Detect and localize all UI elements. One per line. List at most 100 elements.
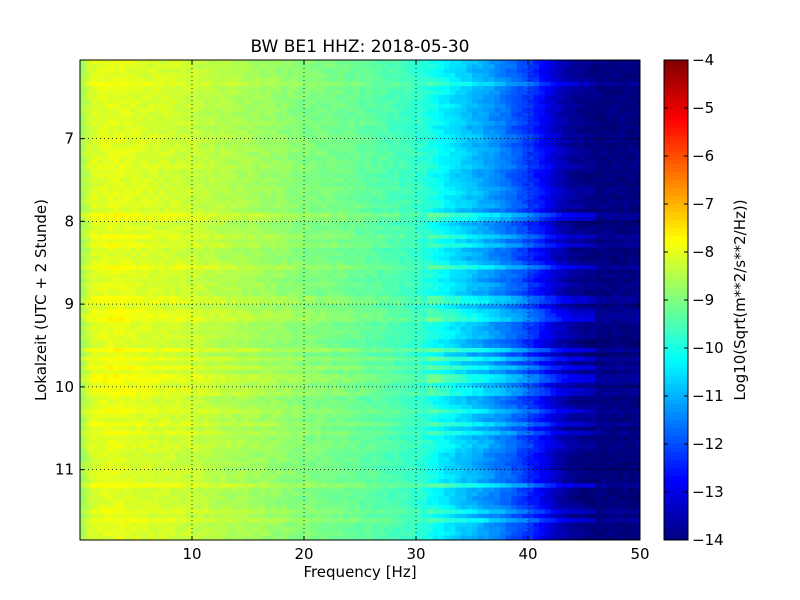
- heatmap-cell: [292, 247, 299, 253]
- heatmap-cell: [556, 273, 563, 279]
- heatmap-cell: [472, 147, 479, 153]
- heatmap-cell: [304, 151, 311, 157]
- heatmap-cell: [315, 190, 322, 196]
- heatmap-cell: [539, 265, 546, 271]
- heatmap-cell: [589, 134, 596, 140]
- heatmap-cell: [494, 217, 501, 223]
- heatmap-cell: [348, 208, 355, 214]
- heatmap-cell: [130, 247, 137, 253]
- heatmap-cell: [264, 208, 271, 214]
- heatmap-cell: [309, 260, 316, 266]
- heatmap-cell: [494, 247, 501, 253]
- heatmap-cell: [298, 103, 305, 109]
- heatmap-cell: [320, 234, 327, 240]
- heatmap-cell: [91, 147, 98, 153]
- heatmap-cell: [567, 256, 574, 262]
- heatmap-cell: [382, 151, 389, 157]
- heatmap-cell: [214, 195, 221, 201]
- heatmap-cell: [500, 125, 507, 131]
- heatmap-cell: [85, 142, 92, 148]
- heatmap-cell: [449, 90, 456, 96]
- heatmap-cell: [158, 151, 165, 157]
- heatmap-cell: [376, 186, 383, 192]
- heatmap-cell: [158, 243, 165, 249]
- heatmap-cell: [85, 169, 92, 175]
- heatmap-cell: [332, 60, 339, 65]
- heatmap-cell: [544, 173, 551, 179]
- heatmap-cell: [348, 125, 355, 131]
- heatmap-cell: [600, 217, 607, 223]
- heatmap-cell: [192, 177, 199, 183]
- heatmap-cell: [477, 243, 484, 249]
- heatmap-cell: [572, 212, 579, 218]
- heatmap-cell: [376, 190, 383, 196]
- heatmap-cell: [416, 164, 423, 170]
- heatmap-cell: [332, 73, 339, 79]
- heatmap-cell: [612, 121, 619, 127]
- heatmap-cell: [259, 103, 266, 109]
- heatmap-cell: [556, 260, 563, 266]
- heatmap-cell: [326, 273, 333, 279]
- heatmap-cell: [141, 199, 148, 205]
- heatmap-cell: [276, 169, 283, 175]
- heatmap-cell: [264, 68, 271, 74]
- heatmap-cell: [404, 195, 411, 201]
- heatmap-cell: [404, 238, 411, 244]
- heatmap-cell: [158, 73, 165, 79]
- heatmap-cell: [309, 195, 316, 201]
- heatmap-cell: [606, 116, 613, 122]
- heatmap-cell: [438, 243, 445, 249]
- heatmap-cell: [180, 208, 187, 214]
- heatmap-cell: [544, 73, 551, 79]
- heatmap-cell: [416, 108, 423, 113]
- heatmap-cell: [91, 177, 98, 183]
- heatmap-cell: [197, 99, 204, 105]
- heatmap-cell: [416, 269, 423, 275]
- heatmap-cell: [539, 273, 546, 279]
- heatmap-cell: [158, 217, 165, 223]
- heatmap-cell: [208, 273, 215, 279]
- heatmap-cell: [572, 273, 579, 279]
- heatmap-cell: [175, 73, 182, 79]
- heatmap-cell: [572, 138, 579, 144]
- heatmap-cell: [449, 103, 456, 109]
- heatmap-cell: [572, 147, 579, 153]
- heatmap-cell: [119, 212, 126, 218]
- heatmap-cell: [500, 204, 507, 209]
- heatmap-cell: [85, 164, 92, 170]
- heatmap-cell: [533, 77, 540, 83]
- heatmap-cell: [449, 134, 456, 140]
- heatmap-cell: [124, 134, 131, 140]
- heatmap-cell: [248, 160, 255, 166]
- heatmap-cell: [175, 68, 182, 74]
- heatmap-cell: [225, 195, 232, 201]
- heatmap-cell: [432, 134, 439, 140]
- heatmap-cell: [264, 204, 271, 209]
- heatmap-cell: [600, 252, 607, 257]
- heatmap-cell: [572, 243, 579, 249]
- heatmap-cell: [606, 77, 613, 83]
- heatmap-cell: [628, 195, 635, 201]
- heatmap-cell: [208, 190, 215, 196]
- heatmap-cell: [152, 160, 159, 166]
- heatmap-cell: [472, 112, 479, 118]
- heatmap-cell: [516, 138, 523, 144]
- heatmap-cell: [169, 103, 176, 109]
- heatmap-cell: [348, 256, 355, 262]
- heatmap-cell: [108, 212, 115, 218]
- heatmap-cell: [242, 156, 249, 161]
- heatmap-cell: [623, 164, 630, 170]
- heatmap-cell: [281, 116, 288, 122]
- heatmap-cell: [516, 86, 523, 92]
- heatmap-cell: [488, 204, 495, 209]
- heatmap-cell: [460, 156, 467, 161]
- heatmap-cell: [466, 221, 473, 227]
- heatmap-cell: [617, 208, 624, 214]
- heatmap-cell: [522, 77, 529, 83]
- heatmap-cell: [152, 151, 159, 157]
- heatmap-cell: [287, 252, 294, 257]
- heatmap-cell: [511, 164, 518, 170]
- heatmap-cell: [365, 217, 372, 223]
- heatmap-cell: [393, 190, 400, 196]
- heatmap-cell: [399, 60, 406, 65]
